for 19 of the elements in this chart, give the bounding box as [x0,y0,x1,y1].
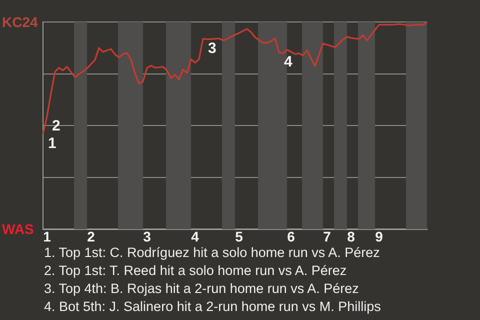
text: 3. Top 4th: B. Rojas hit a 2-run home run vs A. Pérez [44,280,360,298]
annotation: 2 [52,117,60,134]
annotation: 4 [284,53,293,70]
x-tick-label: 2 [87,228,96,244]
x-tick-label: 8 [347,228,356,244]
x-tick-label: 3 [143,228,152,244]
text: 1. Top 1st: C. Rodríguez hit a solo home run vs A. Pérez [44,244,381,262]
x-tick-label: 5 [235,228,244,244]
x-tick-label: 9 [375,228,384,244]
text: KC24 [2,14,38,30]
annotation: 3 [208,40,216,57]
text: 4. Bot 5th: J. Salinero hit a 2-run home run vs M. Phillips [44,298,381,316]
text: WAS [2,221,34,238]
x-tick-label: 6 [287,228,296,244]
x-tick-label: 4 [191,228,200,244]
text: 2. Top 1st: T. Reed hit a solo home run vs A. Pérez [44,262,348,280]
x-tick-label: 7 [323,228,332,244]
x-tick-label: 1 [43,228,52,244]
annotation: 1 [48,135,56,152]
